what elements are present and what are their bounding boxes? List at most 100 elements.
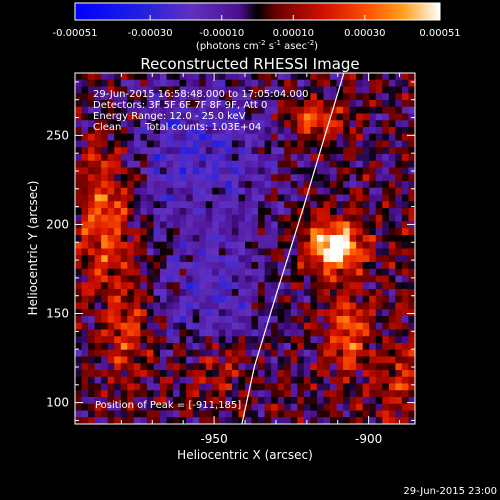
heatmap-cell [303, 275, 311, 283]
heatmap-cell [88, 106, 96, 114]
heatmap-cell [212, 356, 220, 364]
heatmap-cell [94, 397, 102, 405]
heatmap-cell [277, 120, 285, 128]
heatmap-cell [401, 383, 409, 391]
heatmap-cell [179, 255, 187, 263]
heatmap-cell [401, 268, 409, 276]
heatmap-cell [310, 73, 318, 81]
heatmap-cell [120, 255, 128, 263]
heatmap-cell [264, 100, 272, 108]
heatmap-cell [160, 201, 168, 209]
heatmap-cell [186, 295, 194, 303]
heatmap-cell [225, 255, 233, 263]
heatmap-cell [199, 86, 207, 94]
heatmap-cell [146, 174, 154, 182]
heatmap-cell [166, 255, 174, 263]
heatmap-cell [284, 349, 292, 357]
heatmap-cell [395, 214, 403, 222]
heatmap-cell [146, 181, 154, 189]
heatmap-cell [205, 282, 213, 290]
heatmap-cell [133, 120, 141, 128]
heatmap-cell [277, 187, 285, 195]
heatmap-cell [127, 106, 135, 114]
heatmap-cell [356, 100, 364, 108]
heatmap-cell [140, 329, 148, 337]
heatmap-cell [323, 133, 331, 141]
heatmap-cell [369, 106, 377, 114]
heatmap-cell [153, 147, 161, 155]
heatmap-cell [114, 140, 122, 148]
heatmap-cell [336, 397, 344, 405]
heatmap-cell [258, 181, 266, 189]
heatmap-cell [251, 248, 259, 256]
heatmap-cell [88, 208, 96, 216]
heatmap-cell [160, 289, 168, 297]
heatmap-cell [336, 93, 344, 101]
heatmap-cell [388, 268, 396, 276]
heatmap-cell [179, 383, 187, 391]
heatmap-cell [343, 127, 351, 135]
heatmap-cell [316, 248, 324, 256]
heatmap-cell [284, 397, 292, 405]
heatmap-cell [114, 167, 122, 175]
heatmap-cell [388, 201, 396, 209]
heatmap-cell [258, 289, 266, 297]
heatmap-cell [153, 214, 161, 222]
heatmap-cell [271, 127, 279, 135]
heatmap-cell [382, 356, 390, 364]
heatmap-cell [284, 262, 292, 270]
heatmap-cell [133, 309, 141, 317]
heatmap-cell [330, 417, 338, 424]
heatmap-cell [75, 194, 83, 202]
heatmap-cell [316, 316, 324, 324]
heatmap-cell [218, 235, 226, 243]
heatmap-cell [310, 127, 318, 135]
heatmap-cell [271, 289, 279, 297]
heatmap-cell [101, 262, 109, 270]
heatmap-cell [258, 140, 266, 148]
heatmap-cell [199, 356, 207, 364]
heatmap-cell [218, 194, 226, 202]
heatmap-cell [245, 383, 253, 391]
heatmap-cell [120, 410, 128, 418]
heatmap-cell [166, 187, 174, 195]
heatmap-cell [323, 390, 331, 398]
heatmap-cell [212, 113, 220, 121]
heatmap-cell [271, 86, 279, 94]
heatmap-cell [127, 275, 135, 283]
heatmap-cell [120, 120, 128, 128]
heatmap-cell [356, 214, 364, 222]
heatmap-cell [225, 349, 233, 357]
heatmap-cell [238, 167, 246, 175]
heatmap-cell [114, 349, 122, 357]
heatmap-cell [160, 174, 168, 182]
heatmap-cell [401, 336, 409, 344]
heatmap-cell [271, 194, 279, 202]
heatmap-cell [127, 343, 135, 351]
heatmap-cell [284, 181, 292, 189]
heatmap-cell [94, 248, 102, 256]
heatmap-cell [349, 363, 357, 371]
heatmap-cell [153, 410, 161, 418]
heatmap-cell [401, 79, 409, 87]
heatmap-cell [369, 133, 377, 141]
heatmap-cell [316, 73, 324, 81]
heatmap-cell [356, 255, 364, 263]
heatmap-cell [382, 127, 390, 135]
heatmap-cell [369, 113, 377, 121]
heatmap-cell [225, 194, 233, 202]
heatmap-cell [303, 390, 311, 398]
heatmap-cell [290, 275, 298, 283]
heatmap-cell [284, 322, 292, 330]
heatmap-cell [395, 417, 403, 424]
heatmap-cell [258, 336, 266, 344]
heatmap-cell [218, 174, 226, 182]
heatmap-cell [264, 133, 272, 141]
heatmap-cell [153, 336, 161, 344]
heatmap-cell [401, 93, 409, 101]
heatmap-cell [395, 73, 403, 81]
heatmap-cell [343, 336, 351, 344]
heatmap-cell [356, 403, 364, 411]
heatmap-cell [303, 133, 311, 141]
heatmap-cell [186, 316, 194, 324]
